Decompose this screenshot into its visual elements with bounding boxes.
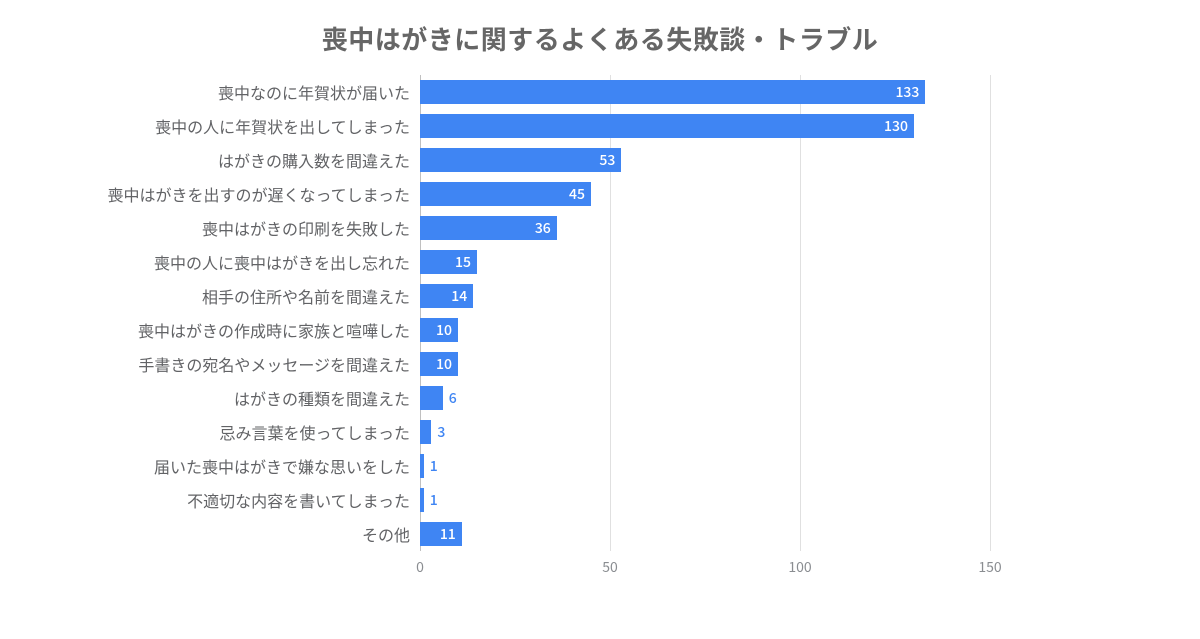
value-label: 11 bbox=[440, 522, 456, 546]
bar: 6 bbox=[420, 386, 443, 410]
bar-row: 喪中はがきを出すのが遅くなってしまった45 bbox=[420, 177, 990, 211]
bar: 45 bbox=[420, 182, 591, 206]
value-label: 10 bbox=[436, 318, 452, 342]
category-label: 届いた喪中はがきで嫌な思いをした bbox=[154, 449, 420, 483]
value-label: 15 bbox=[455, 250, 471, 274]
value-label: 1 bbox=[424, 488, 438, 512]
category-label: 喪中の人に年賀状を出してしまった bbox=[155, 109, 420, 143]
bar: 10 bbox=[420, 352, 458, 376]
chart-container: 喪中はがきに関するよくある失敗談・トラブル 喪中なのに年賀状が届いた133喪中の… bbox=[80, 20, 1120, 551]
bar-row: 不適切な内容を書いてしまった1 bbox=[420, 483, 990, 517]
chart-plot-area: 喪中なのに年賀状が届いた133喪中の人に年賀状を出してしまった130はがきの購入… bbox=[420, 75, 990, 551]
value-label: 130 bbox=[884, 114, 908, 138]
category-label: はがきの購入数を間違えた bbox=[218, 143, 420, 177]
bar: 14 bbox=[420, 284, 473, 308]
bar-row: 手書きの宛名やメッセージを間違えた10 bbox=[420, 347, 990, 381]
value-label: 1 bbox=[424, 454, 438, 478]
value-label: 53 bbox=[599, 148, 615, 172]
x-tick-label: 100 bbox=[788, 557, 811, 577]
bar: 1 bbox=[420, 454, 424, 478]
bar-row: 届いた喪中はがきで嫌な思いをした1 bbox=[420, 449, 990, 483]
bar-row: 喪中の人に年賀状を出してしまった130 bbox=[420, 109, 990, 143]
bar: 1 bbox=[420, 488, 424, 512]
gridline bbox=[990, 75, 991, 551]
bar-row: はがきの種類を間違えた6 bbox=[420, 381, 990, 415]
chart-title: 喪中はがきに関するよくある失敗談・トラブル bbox=[80, 20, 1120, 57]
category-label: 相手の住所や名前を間違えた bbox=[202, 279, 420, 313]
bar-row: はがきの購入数を間違えた53 bbox=[420, 143, 990, 177]
value-label: 14 bbox=[451, 284, 467, 308]
bar: 3 bbox=[420, 420, 431, 444]
category-label: 喪中なのに年賀状が届いた bbox=[218, 75, 420, 109]
x-axis: 050100150 bbox=[420, 551, 990, 581]
category-label: 喪中はがきの印刷を失敗した bbox=[202, 211, 420, 245]
value-label: 10 bbox=[436, 352, 452, 376]
bar-row: 喪中はがきの印刷を失敗した36 bbox=[420, 211, 990, 245]
bar-row: 相手の住所や名前を間違えた14 bbox=[420, 279, 990, 313]
category-label: 忌み言葉を使ってしまった bbox=[219, 415, 420, 449]
category-label: 喪中はがきの作成時に家族と喧嘩した bbox=[138, 313, 420, 347]
bar: 53 bbox=[420, 148, 621, 172]
value-label: 133 bbox=[895, 80, 919, 104]
category-label: はがきの種類を間違えた bbox=[234, 381, 420, 415]
x-tick-label: 50 bbox=[602, 557, 618, 577]
category-label: 手書きの宛名やメッセージを間違えた bbox=[138, 347, 420, 381]
category-label: 不適切な内容を書いてしまった bbox=[187, 483, 420, 517]
x-tick-label: 0 bbox=[416, 557, 424, 577]
bar: 36 bbox=[420, 216, 557, 240]
value-label: 6 bbox=[443, 386, 457, 410]
bar: 133 bbox=[420, 80, 925, 104]
category-label: 喪中はがきを出すのが遅くなってしまった bbox=[107, 177, 420, 211]
value-label: 3 bbox=[431, 420, 445, 444]
bar-row: 喪中の人に喪中はがきを出し忘れた15 bbox=[420, 245, 990, 279]
bar: 10 bbox=[420, 318, 458, 342]
bar-row: その他11 bbox=[420, 517, 990, 551]
bar: 11 bbox=[420, 522, 462, 546]
bar-row: 喪中はがきの作成時に家族と喧嘩した10 bbox=[420, 313, 990, 347]
bar-row: 忌み言葉を使ってしまった3 bbox=[420, 415, 990, 449]
value-label: 45 bbox=[569, 182, 585, 206]
value-label: 36 bbox=[535, 216, 551, 240]
category-label: 喪中の人に喪中はがきを出し忘れた bbox=[154, 245, 420, 279]
x-tick-label: 150 bbox=[978, 557, 1001, 577]
category-label: その他 bbox=[362, 517, 420, 551]
bar: 15 bbox=[420, 250, 477, 274]
bar: 130 bbox=[420, 114, 914, 138]
bar-row: 喪中なのに年賀状が届いた133 bbox=[420, 75, 990, 109]
